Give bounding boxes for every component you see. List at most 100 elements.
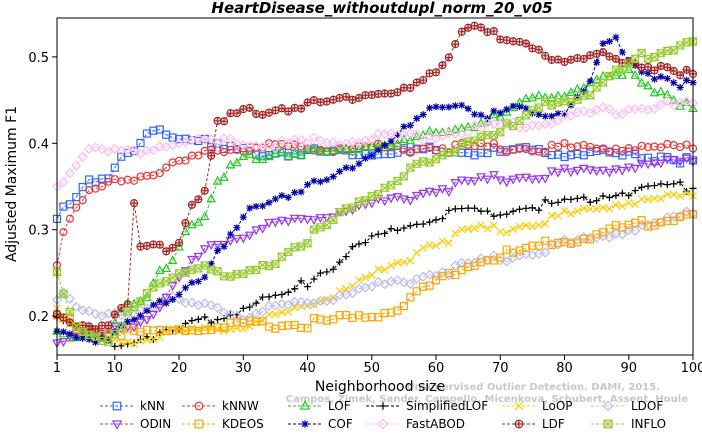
point-knn-3 (65, 200, 74, 209)
point-cof-56 (406, 121, 414, 129)
point-ldof-99 (681, 206, 692, 217)
point-ldof-22 (186, 297, 197, 308)
point-odin-85 (591, 167, 602, 177)
point-odin-50 (366, 199, 377, 209)
point-loop-84 (586, 204, 595, 213)
point-simplifiedlof-25 (207, 319, 215, 327)
point-cof-51 (374, 146, 382, 154)
point-simplifiedlof-87 (605, 193, 613, 201)
legend-item-simplifiedlof: SimplifiedLOF (366, 399, 488, 413)
point-loop-91 (631, 200, 640, 209)
point-cof-76 (535, 111, 543, 119)
legend-marker-simplifiedlof (379, 402, 387, 410)
point-fastabod-59 (424, 130, 435, 141)
point-odin-70 (495, 176, 506, 186)
point-simplifiedlof-73 (516, 205, 524, 213)
point-ldof-31 (244, 312, 255, 323)
point-loop-66 (470, 224, 479, 233)
point-fastabod-16 (148, 145, 159, 156)
point-ldf-88 (611, 54, 621, 63)
point-loop-94 (650, 194, 659, 203)
point-knnw-21 (181, 156, 190, 165)
point-ldf-67 (476, 23, 486, 32)
point-ldof-50 (366, 281, 377, 292)
point-fastabod-25 (206, 134, 217, 145)
point-lof-32 (251, 154, 262, 164)
point-knnw-13 (129, 176, 139, 185)
point-ldf-37 (284, 107, 293, 116)
legend-marker-loop (514, 401, 524, 411)
point-lof-54 (392, 138, 403, 148)
point-cof-11 (117, 321, 125, 329)
legend-marker-odin (111, 420, 123, 430)
point-lof-24 (199, 211, 210, 221)
point-ldf-86 (598, 48, 608, 57)
point-simplifiedlof-42 (316, 269, 324, 277)
point-odin-37 (283, 217, 294, 227)
point-odin-25 (206, 241, 217, 251)
point-fastabod-39 (296, 134, 307, 145)
x-tick-label-40: 40 (299, 361, 316, 376)
point-knnw-95 (656, 143, 665, 152)
point-simplifiedlof-35 (271, 291, 279, 299)
point-kdeos-63 (451, 270, 460, 280)
point-ldof-40 (302, 297, 313, 308)
series-inflo (52, 37, 698, 347)
point-cof-34 (265, 199, 273, 207)
point-simplifiedlof-51 (374, 230, 382, 238)
point-knnw-2 (59, 227, 68, 237)
point-fastabod-69 (488, 119, 499, 130)
point-kdeos-57 (412, 287, 421, 296)
point-cof-55 (400, 123, 408, 131)
point-cof-33 (259, 202, 267, 210)
point-lof-64 (456, 123, 467, 132)
point-simplifiedlof-43 (323, 268, 331, 276)
point-lof-19 (167, 255, 178, 265)
point-fastabod-56 (405, 128, 416, 139)
point-lof-91 (630, 70, 641, 79)
point-lof-45 (334, 144, 345, 154)
point-knnw-55 (399, 145, 409, 154)
point-odin-67 (476, 173, 486, 183)
point-ldof-7 (90, 308, 101, 319)
point-cof-62 (445, 103, 453, 111)
x-tick-label-60: 60 (428, 361, 445, 376)
point-ldof-51 (373, 276, 384, 288)
point-cof-2 (59, 328, 67, 336)
point-ldof-27 (218, 307, 230, 318)
point-loop-15 (143, 336, 151, 344)
point-simplifiedlof-76 (535, 206, 543, 214)
point-ldof-24 (199, 298, 210, 309)
point-lof-40 (302, 144, 313, 154)
point-lof-78 (546, 92, 557, 102)
point-lof-75 (527, 92, 538, 102)
point-kdeos-33 (258, 317, 267, 326)
point-loop-83 (579, 204, 588, 213)
point-ldf-2 (59, 313, 68, 322)
point-loop-37 (284, 307, 293, 316)
point-simplifiedlof-60 (432, 216, 440, 224)
point-fastabod-83 (578, 106, 589, 117)
point-kdeos-92 (637, 215, 646, 225)
point-odin-91 (630, 164, 641, 174)
point-simplifiedlof-11 (117, 342, 125, 350)
point-loop-49 (361, 273, 370, 282)
point-ldof-38 (289, 296, 300, 307)
point-lof-90 (623, 64, 634, 73)
point-fastabod-36 (276, 135, 287, 146)
point-loop-35 (271, 310, 280, 319)
point-cof-8 (98, 335, 106, 343)
point-odin-54 (392, 193, 403, 202)
point-ldf-64 (457, 27, 466, 36)
point-simplifiedlof-90 (625, 192, 633, 200)
legend-label-ldof: LDOF (631, 399, 663, 413)
legend-marker-ldf (514, 419, 524, 429)
point-odin-30 (238, 234, 249, 244)
point-lof-61 (437, 127, 448, 137)
point-cof-32 (252, 202, 260, 210)
point-ldf-25 (207, 151, 216, 160)
point-odin-73 (514, 174, 525, 183)
point-ldof-44 (328, 295, 339, 306)
point-lof-58 (418, 129, 429, 139)
